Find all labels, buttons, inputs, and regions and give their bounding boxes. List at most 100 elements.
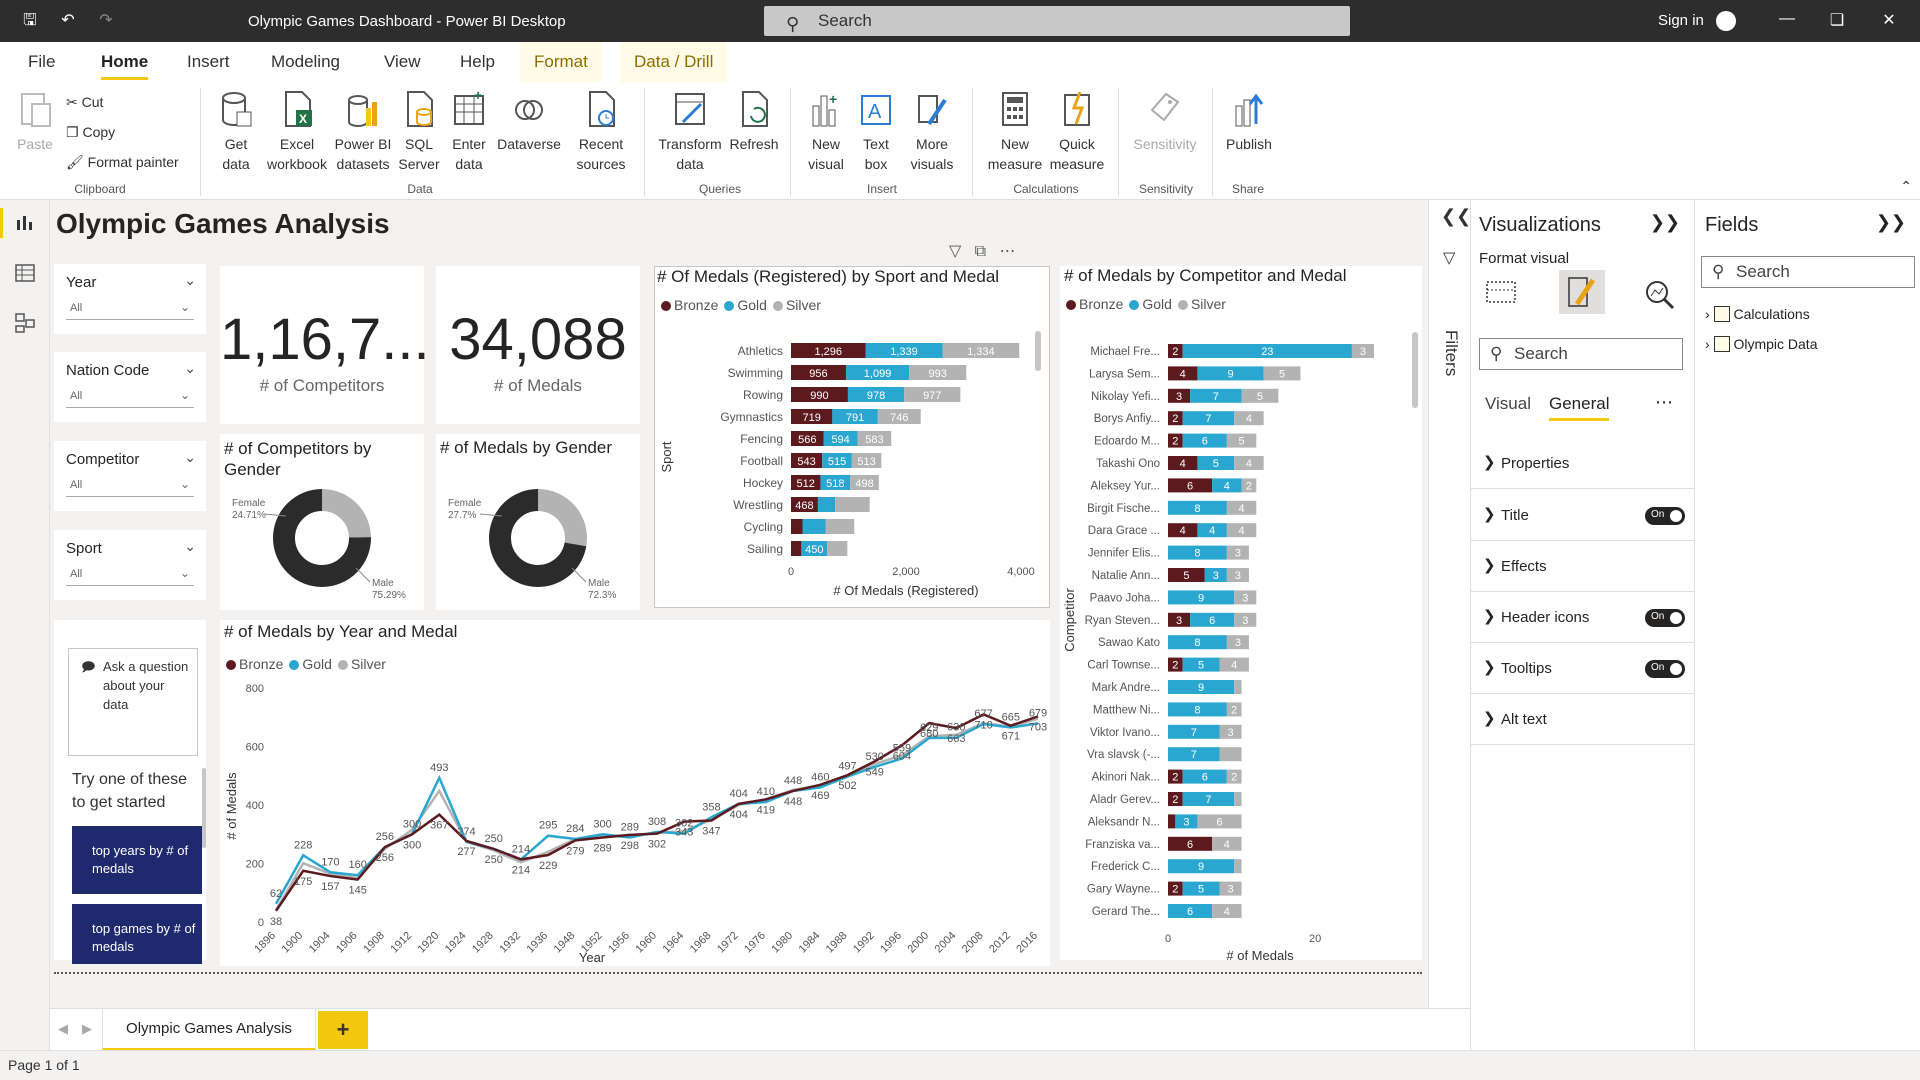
more-options-icon[interactable]: ⋯ — [1655, 392, 1673, 412]
format-visual-icon[interactable] — [1559, 270, 1605, 314]
section-tooltips[interactable]: ❯ Tooltips On — [1471, 643, 1695, 694]
report-view-icon[interactable] — [13, 212, 37, 236]
close-icon[interactable]: ✕ — [1882, 12, 1896, 29]
sign-in-link[interactable]: Sign in — [1658, 12, 1704, 29]
data-label: 23 — [1261, 346, 1273, 358]
excel-workbook-button[interactable]: X Excel workbook — [262, 90, 332, 174]
dataverse-button[interactable]: Dataverse — [494, 90, 564, 154]
filters-pane-collapsed[interactable]: ❮❮ ▽ Filters — [1428, 200, 1472, 1050]
field-table-olympic-data[interactable]: › Olympic Data — [1705, 336, 1817, 352]
next-page-icon[interactable]: ▶ — [82, 1021, 92, 1036]
get-data-button[interactable]: Get data — [210, 90, 262, 174]
tab-file[interactable]: File — [28, 52, 56, 71]
tab-format[interactable]: Format — [520, 42, 602, 82]
competitors-by-gender-chart[interactable]: # of Competitors by Gender Female 24.71% M… — [220, 434, 424, 610]
sensitivity-button[interactable]: Sensitivity — [1126, 90, 1204, 154]
section-title[interactable]: ❯ Title On — [1471, 490, 1695, 541]
tab-modeling[interactable]: Modeling — [271, 52, 340, 71]
enter-data-button[interactable]: + Enter data — [446, 87, 492, 174]
analytics-icon[interactable] — [1643, 278, 1675, 310]
data-label: 62 — [270, 888, 282, 900]
tab-data-drill[interactable]: Data / Drill — [620, 42, 728, 82]
model-view-icon[interactable] — [13, 312, 37, 336]
new-visual-button[interactable]: + New visual — [800, 90, 852, 174]
more-visuals-button[interactable]: More visuals — [904, 90, 960, 174]
restore-icon[interactable]: ❏ — [1829, 12, 1845, 29]
pbi-datasets-button[interactable]: Power BI datasets — [332, 90, 394, 174]
minimize-icon[interactable]: — — [1779, 10, 1795, 27]
medals-by-gender-chart[interactable]: # of Medals by Gender Female 27.7% Male 72.… — [436, 434, 640, 610]
qa-suggestion-button[interactable]: top years by # of medals — [72, 826, 202, 894]
scrollbar-thumb[interactable] — [1035, 331, 1041, 371]
tab-help[interactable]: Help — [460, 52, 495, 71]
title-toggle[interactable]: On — [1645, 507, 1685, 525]
slicer-nation-code[interactable]: Nation Code ⌄ All ⌄ — [54, 352, 206, 422]
copy-button[interactable]: ❐ Copy — [66, 122, 115, 142]
add-page-button[interactable]: + — [318, 1011, 368, 1049]
tab-home[interactable]: Home — [101, 52, 149, 80]
save-icon[interactable]: 🖫 — [23, 12, 37, 29]
tab-view[interactable]: View — [384, 52, 421, 71]
section-header-icons[interactable]: ❯ Header icons On — [1471, 592, 1695, 643]
collapse-icon[interactable]: ❯❯ — [1649, 212, 1680, 232]
medals-by-year-chart[interactable]: # of Medals by Year and Medal Bronze Gold… — [220, 620, 1050, 966]
scrollbar-thumb[interactable] — [202, 768, 206, 848]
text-box-button[interactable]: A Text box — [852, 90, 900, 174]
undo-icon[interactable]: ↶ — [61, 12, 75, 29]
quick-measure-button[interactable]: Quick measure — [1048, 90, 1106, 174]
search-input[interactable]: ⚲ Search — [764, 6, 1350, 36]
slicer-dropdown[interactable]: All ⌄ — [66, 475, 194, 497]
refresh-button[interactable]: Refresh — [726, 90, 782, 154]
tab-insert[interactable]: Insert — [187, 52, 230, 71]
collapse-ribbon-icon[interactable]: ⌃ — [1900, 178, 1912, 194]
page-tab-olympic-games-analysis[interactable]: Olympic Games Analysis — [102, 1009, 316, 1051]
build-visual-icon[interactable] — [1485, 276, 1517, 308]
sql-server-button[interactable]: SQL Server — [396, 90, 442, 174]
cut-button[interactable]: ✂ Cut — [66, 92, 103, 112]
slicer-sport[interactable]: Sport ⌄ All ⌄ — [54, 530, 206, 600]
header-icons-toggle[interactable]: On — [1645, 609, 1685, 627]
scrollbar-thumb[interactable] — [1412, 332, 1418, 408]
more-options-icon[interactable]: ⋯ — [999, 243, 1016, 260]
filter-icon[interactable]: ▽ — [949, 243, 962, 260]
focus-mode-icon[interactable]: ⧉ — [974, 243, 987, 260]
publish-button[interactable]: Publish — [1220, 90, 1278, 154]
tooltips-toggle[interactable]: On — [1645, 660, 1685, 678]
chevron-down-icon[interactable]: ⌄ — [184, 538, 196, 554]
kpi-competitors-card[interactable]: 1,16,7... # of Competitors — [220, 266, 430, 424]
collapse-icon[interactable]: ❯❯ — [1875, 212, 1906, 232]
medals-by-competitor-chart[interactable]: # of Medals by Competitor and Medal Bron… — [1060, 266, 1422, 960]
chevron-down-icon[interactable]: ⌄ — [184, 449, 196, 465]
section-effects[interactable]: ❯ Effects — [1471, 541, 1695, 592]
avatar[interactable] — [1716, 11, 1736, 31]
chevron-down-icon[interactable]: ⌄ — [184, 272, 196, 288]
slicer-dropdown[interactable]: All ⌄ — [66, 564, 194, 586]
prev-page-icon[interactable]: ◀ — [58, 1021, 68, 1036]
section-properties[interactable]: ❯ Properties — [1471, 438, 1695, 489]
expand-icon[interactable]: ❮❮ — [1441, 206, 1472, 226]
transform-data-button[interactable]: Transform data — [652, 90, 728, 174]
slicer-competitor[interactable]: Competitor ⌄ All ⌄ — [54, 441, 206, 511]
section-alt-text[interactable]: ❯ Alt text — [1471, 694, 1695, 745]
qa-suggestion-button[interactable]: top games by # of medals — [72, 904, 202, 964]
chevron-down-icon[interactable]: ⌄ — [184, 360, 196, 376]
field-table-calculations[interactable]: › Calculations — [1705, 306, 1810, 322]
tab-visual[interactable]: Visual — [1485, 394, 1531, 413]
paste-button[interactable]: Paste — [12, 90, 58, 154]
medals-by-sport-chart[interactable]: ▽ ⧉ ⋯ # Of Medals (Registered) by Sport … — [654, 243, 1050, 608]
slicer-dropdown[interactable]: All ⌄ — [66, 298, 194, 320]
format-painter-button[interactable]: 🖌 Format painter — [66, 152, 179, 172]
qa-visual[interactable]: 🗩 Ask a question about your data Try one … — [54, 620, 206, 964]
slicer-dropdown[interactable]: All ⌄ — [66, 386, 194, 408]
viz-search-input[interactable]: ⚲ Search — [1479, 338, 1683, 370]
redo-icon[interactable]: ↷ — [99, 12, 113, 29]
recent-sources-button[interactable]: Recent sources — [566, 90, 636, 174]
fields-search-input[interactable]: ⚲ Search — [1701, 256, 1915, 288]
qa-ask-box[interactable]: 🗩 Ask a question about your data — [68, 648, 198, 756]
kpi-medals-card[interactable]: 34,088 # of Medals — [436, 266, 640, 424]
tab-general[interactable]: General — [1549, 394, 1610, 421]
new-measure-button[interactable]: New measure — [982, 90, 1048, 174]
category-label: Nikolay Yefi... — [1091, 391, 1160, 403]
data-view-icon[interactable] — [13, 262, 37, 286]
slicer-year[interactable]: Year ⌄ All ⌄ — [54, 264, 206, 334]
